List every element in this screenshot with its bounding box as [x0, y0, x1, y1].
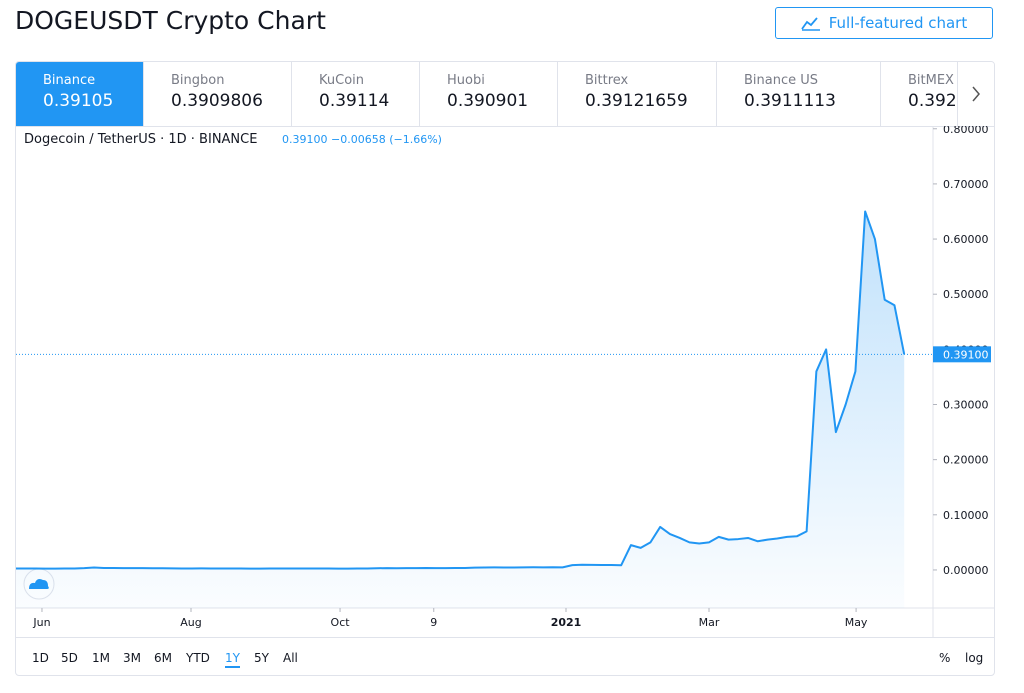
- exchange-name: Binance: [43, 73, 96, 88]
- y-tick-label: 0.60000: [943, 233, 989, 246]
- x-tick-label: Aug: [180, 616, 201, 629]
- y-tick-label: 0.20000: [943, 454, 989, 467]
- exchange-tab[interactable]: Binance US 0.3911113: [717, 62, 881, 126]
- legend-change-percent: (−1.66%): [389, 133, 442, 146]
- scale-option[interactable]: log: [965, 651, 984, 665]
- exchange-tab[interactable]: Huobi 0.390901: [420, 62, 558, 126]
- exchange-tab[interactable]: Bingbon 0.3909806: [144, 62, 292, 126]
- exchange-tab[interactable]: Bittrex 0.39121659: [558, 62, 717, 126]
- x-tick-label: 2021: [551, 616, 582, 629]
- widget: Binance 0.39105 Bingbon 0.3909806 KuCoin 0.39…: [15, 61, 995, 676]
- x-tick-label: 9: [430, 616, 437, 629]
- range-button[interactable]: 6M: [154, 651, 172, 665]
- x-tick-label: May: [845, 616, 868, 629]
- x-tick-label: Oct: [331, 616, 351, 629]
- toolbar: 1D 5D 1M 3M 6M YTD 1Y 5Y All% log: [16, 637, 994, 675]
- full-chart-button[interactable]: Full-featured chart: [775, 7, 993, 39]
- exchange-price: 0.39114: [319, 91, 390, 111]
- x-tick-label: Jun: [32, 616, 50, 629]
- exchange-name: Bingbon: [171, 73, 225, 88]
- area-fill: [16, 211, 905, 608]
- page-title: DOGEUSDT Crypto Chart: [15, 6, 326, 35]
- price-line: [16, 210, 906, 570]
- y-tick-label: 0.80000: [943, 126, 989, 136]
- exchange-price: 0.39121659: [585, 91, 688, 111]
- legend-price: 0.39100 −0.00658 (−1.66%): [282, 133, 442, 146]
- x-tick-label: Mar: [699, 616, 720, 629]
- exchange-price: 0.3911113: [744, 91, 836, 111]
- y-tick-label: 0.00000: [943, 564, 989, 577]
- exchange-price: 0.39105: [43, 91, 114, 111]
- y-tick-label: 0.70000: [943, 178, 989, 191]
- range-button[interactable]: 1D: [32, 651, 49, 665]
- exchange-name: KuCoin: [319, 73, 364, 88]
- exchange-price: 0.390901: [447, 91, 529, 111]
- exchange-tabs: Binance 0.39105 Bingbon 0.3909806 KuCoin 0.39…: [16, 62, 994, 127]
- exchange-name: Binance US: [744, 73, 819, 88]
- range-button[interactable]: 5Y: [254, 651, 269, 665]
- legend-change: −0.00658: [331, 133, 386, 146]
- scale-option[interactable]: %: [939, 651, 951, 665]
- exchange-price: 0.3909806: [171, 91, 263, 111]
- last-price-label: 0.39100: [943, 348, 989, 361]
- exchange-name: BitMEX: [908, 73, 954, 88]
- arrow-icon: [972, 86, 980, 102]
- chart-icon: [801, 17, 820, 31]
- y-tick-label: 0.30000: [943, 399, 989, 412]
- next-arrow[interactable]: [957, 62, 994, 126]
- y-tick-label: 0.50000: [943, 288, 989, 301]
- last-price-box: [933, 346, 991, 363]
- range-button[interactable]: YTD: [186, 651, 210, 665]
- range-button[interactable]: 1M: [92, 651, 110, 665]
- legend-last: 0.39100: [282, 133, 328, 146]
- exchange-tab[interactable]: KuCoin 0.39114: [292, 62, 420, 126]
- legend-symbol: Dogecoin / TetherUS · 1D · BINANCE: [24, 132, 257, 147]
- exchange-tab[interactable]: Binance 0.39105: [16, 62, 144, 126]
- range-button[interactable]: All: [283, 651, 298, 665]
- y-tick-label: 0.10000: [943, 509, 989, 522]
- range-button[interactable]: 5D: [61, 651, 78, 665]
- button-label: Full-featured chart: [828, 14, 968, 32]
- range-button[interactable]: 3M: [123, 651, 141, 665]
- exchange-name: Bittrex: [585, 73, 629, 88]
- range-button[interactable]: 1Y: [225, 651, 240, 668]
- exchange-name: Huobi: [447, 73, 485, 88]
- chart: Dogecoin / TetherUS · 1D · BINANCE 0.391…: [16, 126, 994, 637]
